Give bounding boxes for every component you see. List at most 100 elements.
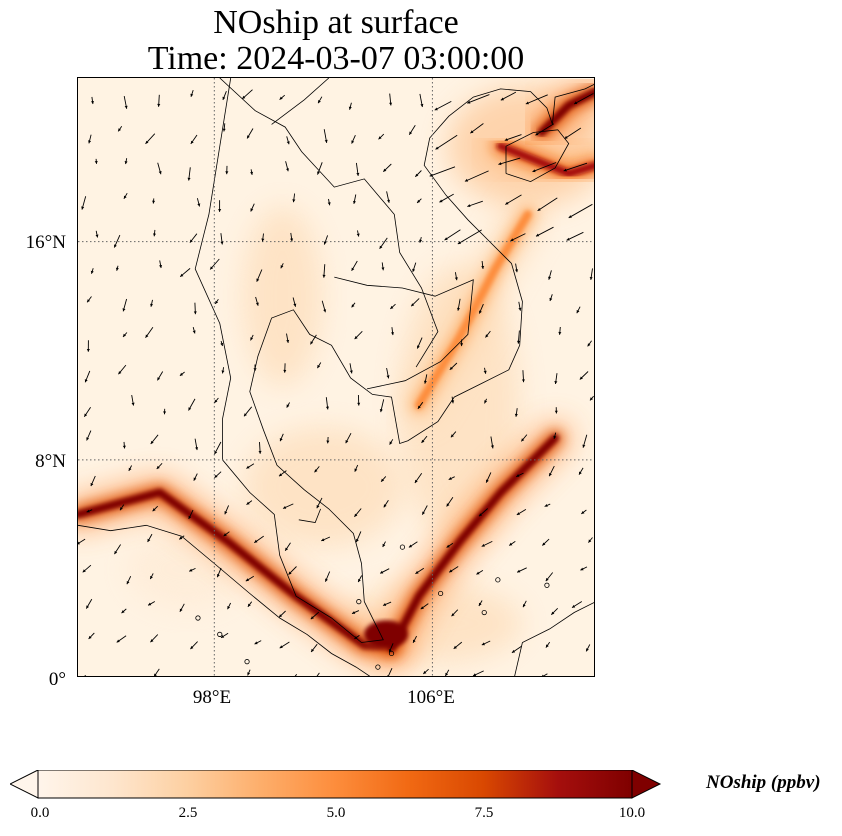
wind-vector-head — [114, 550, 118, 555]
wind-vector — [498, 157, 521, 165]
wind-vector-head — [535, 132, 539, 136]
wind-vector-head — [586, 648, 589, 652]
wind-vector-head — [322, 274, 326, 278]
wind-vector-head — [354, 636, 358, 639]
track-core-1 — [387, 434, 560, 652]
wind-vector — [500, 91, 517, 101]
track-core-0 — [78, 488, 396, 652]
wind-vector-head — [408, 544, 413, 548]
wind-vector — [525, 94, 548, 105]
wind-vector-head — [215, 300, 219, 304]
wind-vector-head — [159, 265, 163, 268]
wind-vector-head — [450, 434, 454, 438]
wind-vector-head — [454, 277, 458, 281]
wind-vector-head — [511, 649, 516, 653]
wind-vector-head — [542, 674, 544, 676]
wind-vector-head — [381, 267, 385, 271]
wind-vector-head — [217, 574, 220, 578]
colorbar — [10, 770, 662, 799]
wind-vector — [387, 668, 393, 676]
coastline-1 — [505, 129, 570, 183]
wind-vector-head — [351, 304, 355, 308]
wind-vector — [542, 673, 548, 676]
wind-vector — [357, 675, 358, 676]
island-9 — [388, 650, 395, 657]
wind-vector-head — [147, 538, 151, 542]
wind-vector-head — [473, 673, 477, 676]
wind-vector-head — [356, 233, 360, 237]
wind-vector — [84, 675, 87, 676]
wind-vector-head — [490, 445, 494, 449]
wind-vector-head — [286, 339, 290, 343]
wind-vector-head — [293, 303, 297, 307]
wind-vector — [294, 674, 298, 676]
wind-vector-head — [124, 105, 128, 109]
wind-vector-head — [227, 606, 231, 610]
wind-vector-head — [483, 370, 487, 374]
wind-vector-head — [380, 570, 384, 574]
wind-vector-head — [353, 200, 356, 204]
wind-vector-head — [323, 241, 327, 245]
wind-vector-head — [311, 648, 314, 652]
wind-vector-head — [460, 343, 464, 347]
wind-vector-head — [379, 245, 383, 249]
wind-vector-head — [549, 297, 553, 301]
track-core-2 — [537, 88, 594, 137]
wind-vector-head — [124, 161, 128, 165]
wind-vector-head — [457, 241, 461, 244]
wind-vector-head — [220, 342, 224, 346]
wind-vector-head — [356, 172, 360, 176]
wind-vector-head — [126, 581, 130, 585]
wind-vector-head — [283, 369, 287, 373]
wind-vector-head — [158, 171, 162, 175]
wind-vector-head — [150, 303, 154, 307]
wind-vector-head — [415, 570, 419, 574]
wind-vector-head — [523, 604, 526, 608]
wind-vector-head — [90, 482, 94, 487]
colorbar-tick-10: 10.0 — [618, 805, 646, 821]
wind-vector-head — [564, 135, 568, 139]
wind-vector-head — [189, 568, 193, 572]
wind-vector-head — [116, 639, 120, 643]
wind-vector-head — [122, 445, 126, 449]
wind-vector-head — [323, 309, 327, 313]
wind-vector-head — [549, 473, 552, 477]
wind-vector-head — [544, 504, 548, 507]
wind-vector-head — [537, 208, 541, 211]
wind-vector-head — [157, 377, 161, 381]
wind-vector-head — [245, 578, 249, 582]
wind-vector-head — [349, 370, 353, 374]
colorbar-tick-7-5: 7.5 — [474, 805, 494, 821]
wind-vector — [464, 170, 489, 182]
wind-vector — [535, 226, 554, 237]
wind-vector-head — [189, 239, 193, 243]
wind-vector-head — [467, 204, 471, 207]
wind-vector-head — [521, 438, 525, 442]
wind-vector-head — [285, 547, 289, 551]
wind-vector-head — [193, 311, 197, 315]
wind-vector-head — [86, 349, 90, 352]
wind-vector-head — [574, 101, 578, 104]
wind-vector-head — [532, 169, 536, 173]
wind-vector-head — [279, 645, 283, 649]
wind-vector-head — [210, 266, 214, 270]
wind-vector-head — [292, 199, 296, 203]
wind-vector-head — [449, 366, 453, 370]
wind-vector-head — [87, 299, 90, 303]
wind-vector — [566, 231, 584, 241]
wind-vector-head — [484, 400, 488, 404]
wind-vector-head — [321, 538, 325, 542]
wind-vector-head — [448, 477, 452, 480]
wind-vector-head — [150, 440, 154, 444]
wind-vector-head — [451, 613, 455, 617]
lat-label-8n: 8°N — [35, 451, 66, 472]
wind-vector-head — [222, 96, 226, 100]
wind-vector-head — [279, 473, 283, 477]
wind-vector-head — [517, 569, 521, 573]
wind-vector-head — [356, 538, 359, 543]
wind-vector — [573, 93, 594, 105]
wind-vector-head — [247, 135, 250, 139]
island-2 — [437, 590, 444, 597]
wind-vector-head — [525, 101, 529, 105]
wind-vector-head — [84, 379, 88, 383]
